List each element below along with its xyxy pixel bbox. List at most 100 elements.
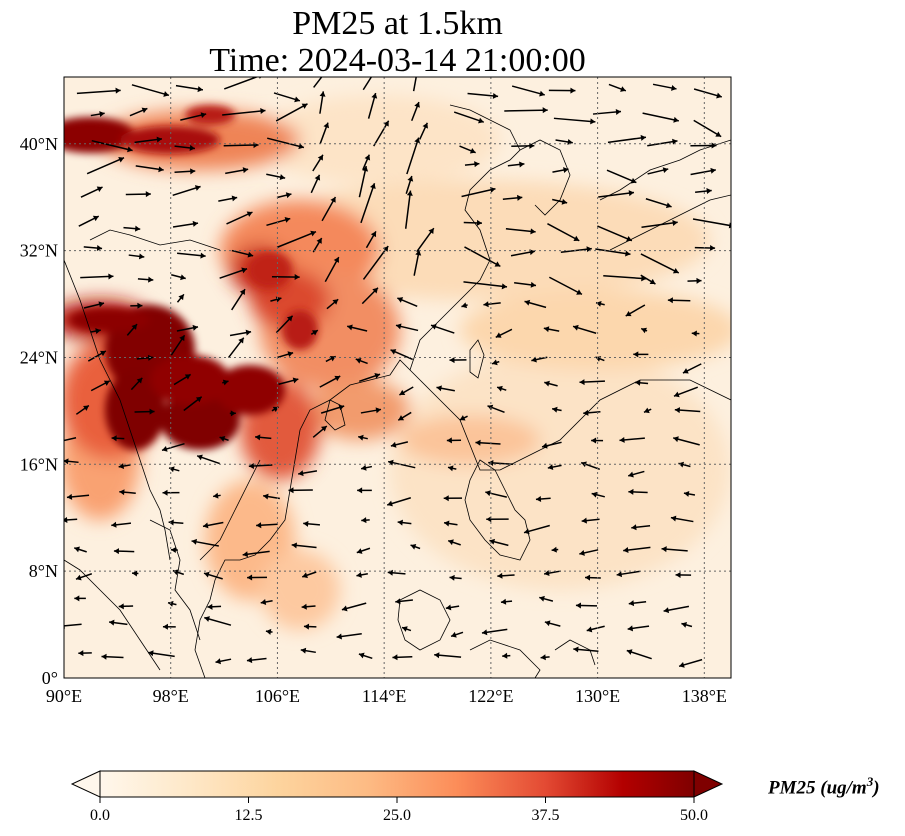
wind-arrow — [608, 83, 627, 92]
wind-arrow — [291, 542, 317, 549]
wind-arrow — [313, 77, 323, 88]
wind-arrow — [321, 196, 337, 222]
wind-arrow — [130, 302, 143, 309]
wind-arrow — [276, 230, 317, 249]
wind-arrow — [222, 379, 229, 386]
wind-arrow — [365, 230, 377, 249]
wind-arrow — [303, 623, 317, 630]
wind-arrow — [75, 573, 93, 581]
wind-arrow — [404, 190, 413, 229]
wind-arrow — [461, 302, 468, 309]
wind-arrow — [362, 245, 389, 280]
wind-arrow — [64, 437, 77, 442]
wind-arrow — [387, 459, 416, 469]
wind-arrow — [591, 491, 605, 498]
colorbar-label: PM25 (ug/m3) — [768, 774, 880, 799]
wind-arrow — [539, 595, 554, 602]
wind-arrow — [74, 595, 86, 602]
wind-arrow — [640, 327, 648, 334]
wind-arrow — [643, 407, 652, 414]
wind-arrow — [310, 329, 319, 336]
wind-arrow — [74, 546, 87, 553]
wind-arrow — [386, 497, 412, 507]
x-tick-label: 114°E — [362, 686, 407, 706]
wind-arrow — [222, 108, 266, 116]
wind-arrow — [464, 161, 480, 168]
wind-arrow — [502, 194, 523, 201]
wind-arrow — [692, 218, 731, 229]
wind-arrow — [628, 470, 645, 478]
wind-arrow — [631, 524, 651, 531]
wind-arrow — [90, 111, 105, 118]
wind-arrow — [485, 490, 507, 498]
wind-arrow — [434, 652, 462, 659]
wind-arrow — [191, 538, 219, 547]
wind-arrow — [312, 154, 324, 172]
wind-arrow — [83, 245, 103, 252]
wind-arrow — [690, 142, 717, 149]
wind-arrow — [113, 548, 135, 555]
wind-arrow — [514, 281, 537, 288]
wind-arrow — [463, 219, 483, 226]
wind-arrow — [552, 198, 568, 205]
wind-arrow — [591, 437, 604, 444]
wind-arrow — [273, 92, 301, 103]
wind-arrow — [135, 165, 164, 173]
wind-arrow — [361, 287, 379, 305]
wind-arrow — [695, 188, 712, 195]
wind-arrow — [358, 434, 368, 441]
wind-arrow — [627, 625, 650, 632]
wind-arrow — [119, 489, 136, 496]
colorbar-tick-label: 25.0 — [383, 807, 411, 824]
wind-arrow — [64, 458, 79, 465]
wind-arrow — [130, 377, 143, 391]
wind-arrow — [356, 547, 371, 554]
wind-arrow — [310, 174, 321, 194]
wind-arrow — [111, 521, 132, 528]
wind-arrow — [553, 117, 596, 125]
wind-arrow — [500, 598, 513, 605]
wind-arrow — [231, 288, 246, 311]
wind-arrow — [387, 569, 406, 576]
wind-arrow — [171, 274, 186, 281]
wind-arrow — [406, 137, 420, 175]
x-tick-label: 90°E — [46, 686, 82, 706]
wind-arrow — [673, 436, 700, 446]
wind-arrow — [693, 119, 722, 138]
wind-arrow — [673, 386, 699, 398]
wind-arrow — [229, 329, 252, 337]
wind-arrow — [170, 547, 178, 554]
wind-arrow — [635, 379, 649, 386]
wind-arrow — [301, 603, 316, 610]
wind-arrow — [647, 167, 669, 175]
wind-arrow — [202, 521, 224, 529]
wind-arrow — [134, 136, 163, 144]
wind-arrow — [125, 191, 151, 198]
wind-arrow — [137, 276, 154, 283]
wind-arrow — [694, 244, 716, 251]
wind-arrow — [674, 407, 701, 414]
wind-arrow — [642, 112, 679, 123]
wind-arrow — [667, 297, 691, 304]
wind-arrow — [416, 227, 435, 253]
wind-arrow — [361, 517, 370, 524]
wind-arrow — [161, 442, 185, 452]
wind-arrow — [126, 323, 138, 336]
wind-arrow — [123, 225, 141, 232]
wind-arrow — [505, 227, 536, 235]
wind-arrow — [360, 183, 376, 224]
wind-arrow — [597, 225, 633, 242]
wind-arrow — [324, 256, 340, 283]
map-frame — [63, 76, 732, 679]
wind-arrow — [504, 107, 548, 114]
wind-arrow — [412, 77, 417, 92]
wind-arrow — [411, 101, 420, 122]
wind-arrow — [83, 301, 105, 309]
wind-arrow — [247, 574, 268, 581]
x-tick-label: 122°E — [468, 686, 513, 706]
wind-arrow — [575, 602, 598, 609]
wind-arrow — [302, 571, 317, 579]
wind-arrow — [647, 138, 678, 147]
wind-arrow — [640, 253, 680, 274]
wind-arrow — [66, 493, 90, 500]
